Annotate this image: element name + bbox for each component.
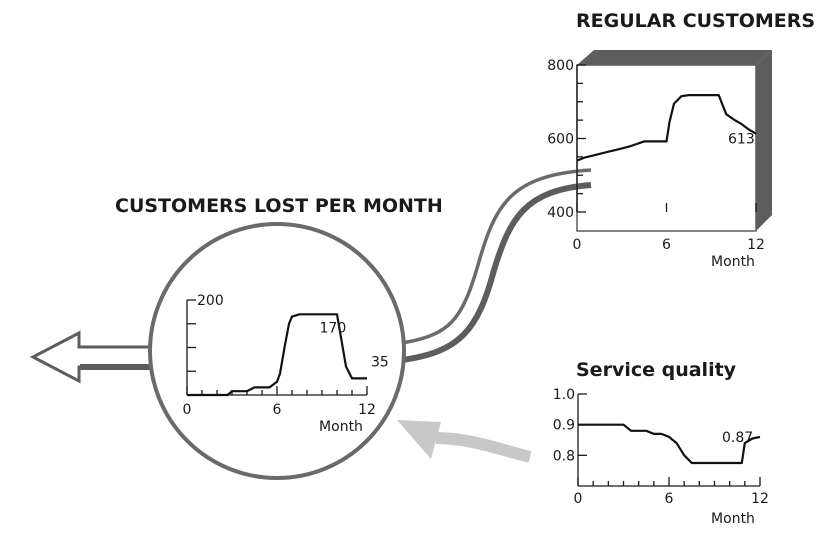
service-x-tick-label: 0 — [574, 491, 583, 507]
regular-y-tick-label: 600 — [547, 132, 574, 148]
regular-x-tick-label: 0 — [573, 237, 582, 253]
service-y-tick-label: 0.9 — [553, 418, 575, 434]
customers-lost-circle — [148, 222, 406, 480]
service-x-tick-label: 6 — [665, 491, 674, 507]
regular-customers-title: REGULAR CUSTOMERS — [576, 10, 815, 32]
feedback-arrow-shaft — [435, 432, 532, 463]
stock-box-top — [577, 50, 772, 65]
feedback-arrow — [397, 420, 532, 463]
outflow-arrow-outline — [29, 330, 154, 384]
lost-x-tick-label: 12 — [358, 402, 376, 418]
service-x-axis-label: Month — [711, 511, 755, 527]
service-y-tick-label: 0.8 — [553, 448, 575, 464]
lost-data-label: 35 — [371, 354, 389, 370]
lost-x-axis-label: Month — [319, 419, 363, 435]
customers-lost-title: CUSTOMERS LOST PER MONTH — [115, 195, 443, 217]
lost-x-tick-label: 0 — [183, 402, 192, 418]
outflow-pipe-upper-wall — [401, 168, 592, 345]
outflow-pipe — [401, 168, 592, 363]
lost-x-tick-label: 6 — [273, 402, 282, 418]
service-data-label: 0.87 — [722, 430, 753, 446]
lost-series-line — [187, 313, 367, 397]
outflow-arrow-left — [29, 330, 154, 384]
service-x-tick-label: 12 — [751, 491, 769, 507]
regular-data-label: 613 — [728, 132, 755, 148]
regular-y-tick-label: 400 — [547, 205, 574, 221]
service-y-tick-label: 1.0 — [553, 387, 575, 403]
outflow-pipe-lower-wall — [401, 182, 592, 363]
stock-box-side — [756, 50, 772, 231]
service-quality-title: Service quality — [576, 359, 737, 381]
service-series-line — [578, 423, 761, 465]
regular-series-line — [576, 94, 757, 162]
regular-x-axis-label: Month — [711, 254, 755, 270]
feedback-arrow-head — [397, 420, 441, 459]
service-quality-chart: 0.8 0.9 1.0 0 6 12 Month 0.87 — [553, 387, 769, 527]
regular-x-tick-label: 6 — [662, 237, 671, 253]
regular-y-tick-label: 800 — [547, 58, 574, 74]
lost-y-tick-label: 200 — [197, 293, 224, 309]
regular-x-tick-label: 12 — [747, 237, 765, 253]
lost-data-label: 170 — [320, 320, 347, 336]
